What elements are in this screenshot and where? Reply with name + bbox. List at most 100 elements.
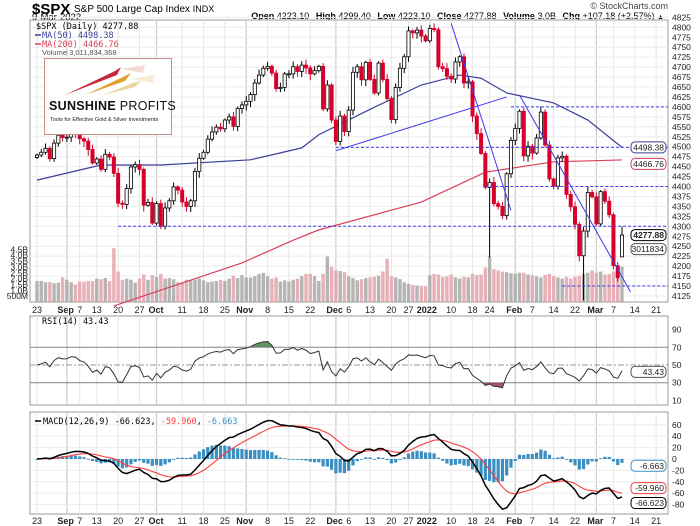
macd-histogram-bar <box>257 449 261 459</box>
macd-legend-value: -66.623 <box>115 417 151 427</box>
macd-histogram-bar <box>206 447 210 459</box>
macd-histogram-bar <box>364 457 368 459</box>
volume-bar <box>240 275 244 302</box>
volume-bar <box>398 279 402 302</box>
volume-bar <box>223 280 227 302</box>
macd-histogram-bar <box>231 448 236 459</box>
candle-body <box>513 127 518 141</box>
candle-body <box>350 71 355 111</box>
stockcharts-credit[interactable]: © StockCharts.com <box>590 1 668 11</box>
candle-body <box>573 206 578 225</box>
macd-tick-label: 0 <box>672 454 677 464</box>
x-tick-label: 7 <box>611 516 616 526</box>
macd-histogram-bar <box>159 459 163 466</box>
volume-bar <box>530 275 535 302</box>
candle-body <box>470 81 475 117</box>
candle-body <box>286 73 291 76</box>
histogram-value-tag: -6.663 <box>640 461 664 471</box>
candle-body <box>81 138 86 142</box>
candle-body <box>261 67 266 76</box>
macd-histogram-bar <box>142 459 146 463</box>
candle-body <box>432 28 437 31</box>
volume-bar <box>415 285 419 302</box>
x-tick-label: 10 <box>446 516 456 526</box>
macd-histogram-bar <box>219 445 223 459</box>
price-tick-label: 4275 <box>672 231 691 241</box>
price-tick-label: 4625 <box>672 92 691 102</box>
x-tick-label: 14 <box>549 516 559 526</box>
macd-histogram-bar <box>556 457 560 459</box>
candle-body <box>402 56 407 69</box>
volume-bar <box>556 277 560 302</box>
candle-body <box>449 75 454 80</box>
volume-bar <box>543 275 547 302</box>
x-tick-label: 22 <box>305 516 315 526</box>
volume-bar <box>573 276 577 302</box>
macd-histogram-bar <box>466 459 470 467</box>
candle-body <box>329 84 334 121</box>
macd-histogram-bar <box>240 448 244 459</box>
trendline <box>519 94 631 293</box>
volume-bar <box>253 276 257 302</box>
chg-label: Chg <box>562 11 580 21</box>
x-tick-label: 27 <box>134 305 144 315</box>
x-tick-label: 24 <box>485 516 495 526</box>
volume-bar <box>453 277 458 302</box>
candle-body <box>248 94 253 102</box>
volume-bar <box>214 280 219 302</box>
price-tick-label: 4450 <box>672 162 691 172</box>
candle-body <box>543 111 548 146</box>
candle-body <box>397 67 402 88</box>
volume-bar <box>90 280 95 302</box>
volume-bar <box>142 274 146 302</box>
volume-bar <box>534 276 539 302</box>
high-label: High <box>315 11 336 21</box>
macd-histogram-bar <box>552 458 556 459</box>
x-tick-label: 25 <box>220 305 230 315</box>
x-tick-label: 2022 <box>417 516 437 526</box>
candle-body <box>184 201 189 207</box>
ma50-value-tag-box <box>630 141 667 154</box>
macd-histogram-bar <box>436 457 440 459</box>
volume-bar <box>603 274 607 302</box>
volume-bar <box>445 276 449 302</box>
volume-bar <box>432 273 436 302</box>
candle-body <box>602 191 607 202</box>
volume-bar <box>607 273 611 302</box>
symbol-title: $SPX <box>32 1 71 18</box>
candle-body <box>410 30 415 34</box>
macd-histogram-bar <box>564 459 569 460</box>
macd-histogram-bar <box>513 459 517 461</box>
candle-body <box>218 126 223 130</box>
sun-rays-logo-icon <box>65 65 155 95</box>
price-tick-label: 4250 <box>672 241 691 251</box>
low-value: 4223.10 <box>397 11 431 21</box>
volume-bar <box>440 276 445 302</box>
volume-bar <box>210 281 214 302</box>
x-tick-label: 22 <box>305 305 315 315</box>
close-value-tag-box <box>630 229 667 242</box>
candle-body <box>197 157 202 172</box>
volume-bar <box>146 279 150 302</box>
volume-bar <box>227 278 231 302</box>
macd-histogram-bar <box>530 453 534 459</box>
macd-histogram-bar <box>197 451 201 459</box>
volume-value-tag-box <box>630 243 667 256</box>
high-value: 4299.40 <box>338 11 371 21</box>
volume-bar <box>69 282 73 302</box>
ma50-value-tag: 4498.38 <box>633 142 664 152</box>
candle-body <box>295 66 300 72</box>
candle-body <box>111 156 116 174</box>
candle-body <box>436 29 441 68</box>
volume-bar <box>65 279 69 302</box>
x-tick-label: 18 <box>199 516 209 526</box>
candle-body <box>487 182 492 188</box>
candle-body <box>483 153 488 188</box>
macd-histogram-bar <box>496 459 500 482</box>
volume-bar <box>197 278 201 302</box>
volume-bar <box>351 278 355 302</box>
ma200-line <box>113 159 623 307</box>
macd-tick-label: 40 <box>672 431 682 441</box>
candle-body <box>278 86 283 89</box>
